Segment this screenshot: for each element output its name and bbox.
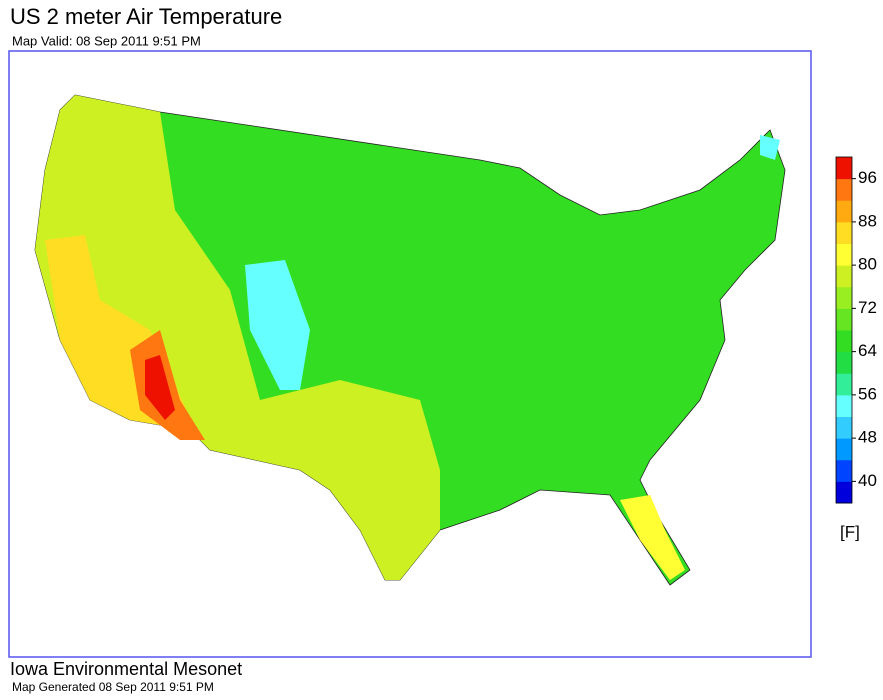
colorbar-label: 40 xyxy=(858,471,877,490)
colorbar-unit: [F] xyxy=(840,522,860,541)
warm-west xyxy=(35,95,440,580)
colorbar-frame xyxy=(835,156,853,504)
colorbar-segment xyxy=(836,157,852,180)
colorbar-label: 48 xyxy=(858,428,877,447)
colorbar-segment xyxy=(836,481,852,504)
colorbar-segment xyxy=(836,416,852,439)
colorbar-label: 88 xyxy=(858,211,877,230)
colorbar-segment xyxy=(836,243,852,266)
colorbar-segment xyxy=(836,308,852,331)
footer-generated: Map Generated 08 Sep 2011 9:51 PM xyxy=(12,680,214,694)
hottest xyxy=(145,355,175,420)
colorbar-segment xyxy=(836,200,852,223)
colorbar-segment xyxy=(836,394,852,417)
map xyxy=(34,94,786,586)
colorbar-segment xyxy=(836,330,852,353)
colorbar-segment xyxy=(836,221,852,244)
colorbar-label: 72 xyxy=(858,298,877,317)
warm-florida xyxy=(620,495,685,580)
cool-maine xyxy=(760,135,780,160)
colorbar-segment xyxy=(836,351,852,374)
colorbar-label: 96 xyxy=(858,168,877,187)
colorbar-segment xyxy=(836,286,852,309)
subtitle: Map Valid: 08 Sep 2011 9:51 PM xyxy=(12,33,201,48)
colorbar-segment xyxy=(836,265,852,288)
cool-rockies xyxy=(245,260,310,390)
footer-org: Iowa Environmental Mesonet xyxy=(10,659,242,679)
title: US 2 meter Air Temperature xyxy=(10,4,282,29)
colorbar-segment xyxy=(836,373,852,396)
colorbar-segment xyxy=(836,459,852,482)
colorbar-label: 56 xyxy=(858,384,877,403)
colorbar-segment xyxy=(836,438,852,461)
colorbar-label: 64 xyxy=(858,341,877,360)
colorbar-label: 80 xyxy=(858,255,877,274)
colorbar-segment xyxy=(836,178,852,201)
